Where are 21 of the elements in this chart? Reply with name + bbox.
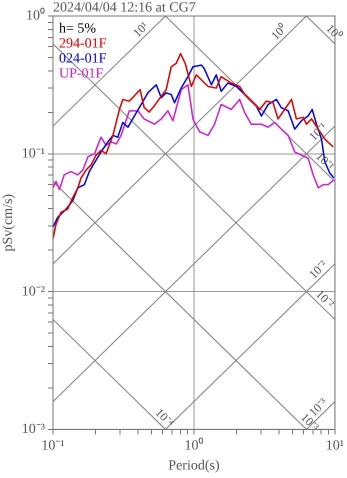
annotation: 10⁰	[323, 21, 345, 43]
y-tick-label: 10⁰	[26, 8, 45, 24]
annotation: 10⁰	[268, 21, 290, 43]
y-tick-label: 10⁻¹	[22, 146, 45, 162]
y-tick-label: 10⁻³	[22, 422, 45, 438]
annotation: 10⁻²	[313, 286, 338, 311]
annotation: 10¹	[130, 18, 152, 40]
text: 294-01F	[58, 36, 107, 52]
annotation: 10⁻⁴	[152, 406, 177, 430]
annotation: 10⁻²	[306, 257, 330, 282]
text: 024-01F	[58, 52, 107, 67]
y-axis-title: pSv(cm/s)	[1, 194, 16, 252]
x-tick-label: 10⁻¹	[41, 438, 65, 454]
x-tick-label: 10¹	[326, 438, 344, 454]
y-tick-label: 10⁻²	[22, 284, 45, 300]
annotation: 10⁻¹	[313, 149, 338, 174]
x-axis-title: Period(s)	[168, 458, 220, 474]
annotation: h= 5%	[58, 22, 96, 37]
x-tick-label: 10⁰	[184, 437, 204, 454]
chart-title: 2024/04/04 12:16 at CG7	[52, 0, 196, 16]
annotation: 10⁻¹	[306, 119, 330, 144]
